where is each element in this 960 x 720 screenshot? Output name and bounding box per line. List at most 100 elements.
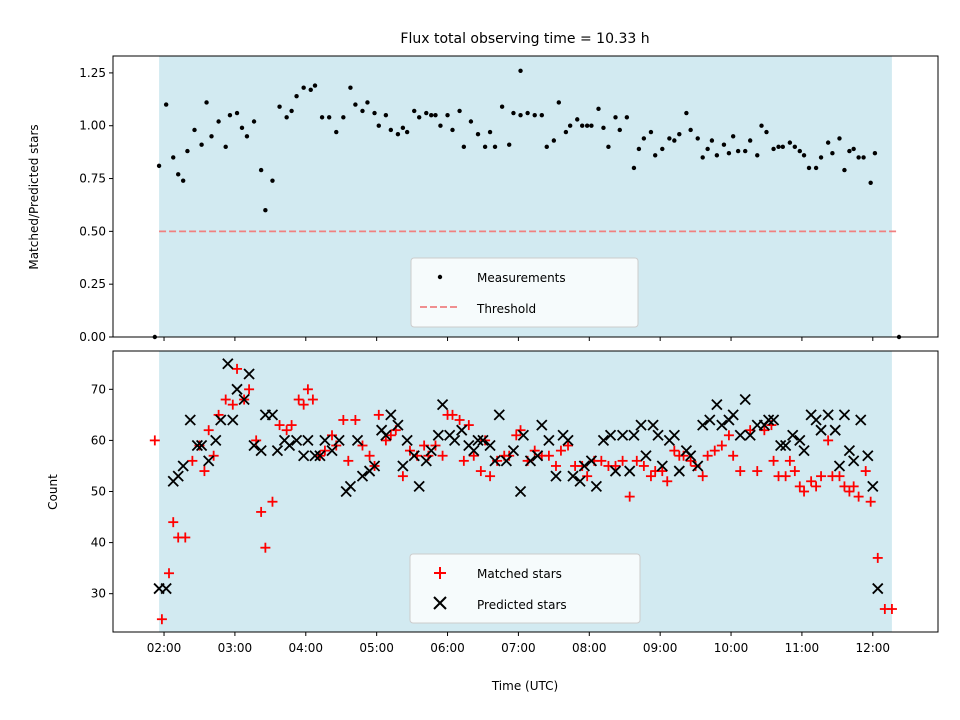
predicted-star-point: [184, 414, 196, 426]
y-tick-label: 0.25: [79, 277, 106, 291]
matched-star-point: [298, 399, 309, 410]
measurement-point: [613, 115, 618, 120]
x-axis-label: Time (UTC): [491, 679, 558, 693]
predicted-star-point: [195, 439, 208, 452]
predicted-star-point: [160, 582, 172, 595]
predicted-star-point: [616, 429, 629, 441]
matched-star-point: [886, 604, 897, 615]
measurement-point: [601, 125, 606, 131]
measurement-point: [438, 123, 443, 128]
measurement-point: [412, 108, 417, 114]
measurement-point: [482, 144, 488, 150]
measurement-point: [289, 108, 294, 114]
matched-star-point: [669, 445, 680, 456]
measurement-point: [492, 144, 498, 150]
predicted-star-point: [266, 409, 279, 421]
measurement-point: [851, 146, 856, 152]
measurement-point: [475, 131, 481, 137]
predicted-star-point: [673, 465, 685, 477]
measurement-point: [319, 115, 325, 120]
measurement-point: [192, 127, 197, 133]
measurement-point: [842, 167, 847, 173]
predicted-star-point: [500, 455, 512, 467]
predicted-star-point: [413, 480, 425, 493]
predicted-star-point: [271, 444, 284, 457]
measurement-point: [383, 112, 389, 118]
matched-star-point: [149, 435, 160, 446]
predicted-star-point: [711, 399, 723, 411]
measurement-point: [544, 144, 549, 150]
ratio-legend-box: [410, 257, 639, 328]
predicted-star-point: [309, 450, 321, 462]
matched-star-point: [716, 440, 727, 451]
matched-star-point: [728, 450, 739, 461]
measurement-point: [185, 148, 190, 154]
matched-star-point: [319, 445, 330, 456]
predicted-star-point: [550, 470, 562, 482]
measurement-point: [830, 150, 835, 156]
predicted-star-point: [652, 429, 664, 441]
matched-star-point: [811, 481, 822, 492]
matched-star-point: [702, 450, 713, 461]
predicted-star-point: [685, 450, 697, 462]
x-tick-label: 08:00: [572, 641, 607, 655]
matched-star-point: [380, 435, 391, 446]
predicted-star-point: [590, 480, 603, 493]
predicted-star-point: [810, 414, 822, 426]
measurement-point: [556, 100, 562, 105]
measurement-point: [861, 155, 866, 160]
legend-measurements-label: Measurements: [477, 271, 566, 285]
measurement-point: [606, 144, 611, 150]
matched-star-point: [596, 455, 607, 466]
measurement-point: [163, 102, 169, 107]
measurement-point: [223, 144, 228, 150]
matched-star-point: [447, 409, 458, 420]
measurement-point: [551, 138, 557, 143]
matched-star-point: [657, 466, 668, 477]
matched-star-point: [199, 466, 210, 477]
x-tick-label: 11:00: [785, 641, 820, 655]
matched-star-point: [860, 466, 871, 477]
predicted-star-point: [344, 480, 357, 493]
measurement-point: [376, 123, 381, 128]
count-y-axis: 30 40 50 60 70: [91, 382, 113, 601]
predicted-star-point: [472, 434, 484, 447]
matched-star-point: [645, 471, 656, 482]
measurement-point: [433, 112, 438, 118]
x-tick-label: 10:00: [714, 641, 749, 655]
x-tick-label: 12:00: [855, 641, 890, 655]
matched-star-point: [610, 460, 621, 471]
matched-star-point: [485, 471, 496, 482]
matched-star-point: [307, 394, 318, 405]
predicted-star-point: [191, 439, 203, 452]
predicted-star-point: [290, 434, 303, 447]
predicted-star-point: [833, 460, 846, 472]
measurement-point: [334, 129, 339, 135]
matched-star-point: [662, 476, 673, 487]
measurement-point: [468, 119, 474, 124]
measurement-point: [263, 208, 268, 213]
matched-star-point: [853, 491, 864, 502]
measurement-point: [780, 144, 785, 150]
measurement-point: [667, 136, 672, 141]
matched-star-point: [437, 450, 448, 461]
measurement-point: [251, 119, 257, 124]
matched-star-point: [373, 409, 384, 420]
predicted-star-point: [640, 450, 652, 462]
matched-star-point: [752, 466, 763, 477]
measurement-point: [837, 136, 842, 141]
measurement-point: [395, 131, 401, 137]
predicted-star-point: [351, 434, 364, 447]
ratio-x-ticks: [163, 337, 874, 341]
measurement-point: [759, 123, 764, 128]
matched-star-point: [638, 460, 649, 471]
matched-star-point: [780, 471, 791, 482]
predicted-star-point: [468, 444, 480, 457]
y-tick-label: 0.75: [79, 172, 106, 186]
predicted-star-point: [507, 444, 520, 457]
measurement-point: [653, 153, 658, 158]
count-panel: 30 40 50 60 70 02:00 03:00 04:00 05:00 06:00 07:0…: [46, 350, 939, 693]
measurement-point: [797, 148, 802, 154]
chart-title: Flux total observing time = 10.33 h: [400, 31, 649, 47]
measurement-point: [596, 106, 601, 112]
